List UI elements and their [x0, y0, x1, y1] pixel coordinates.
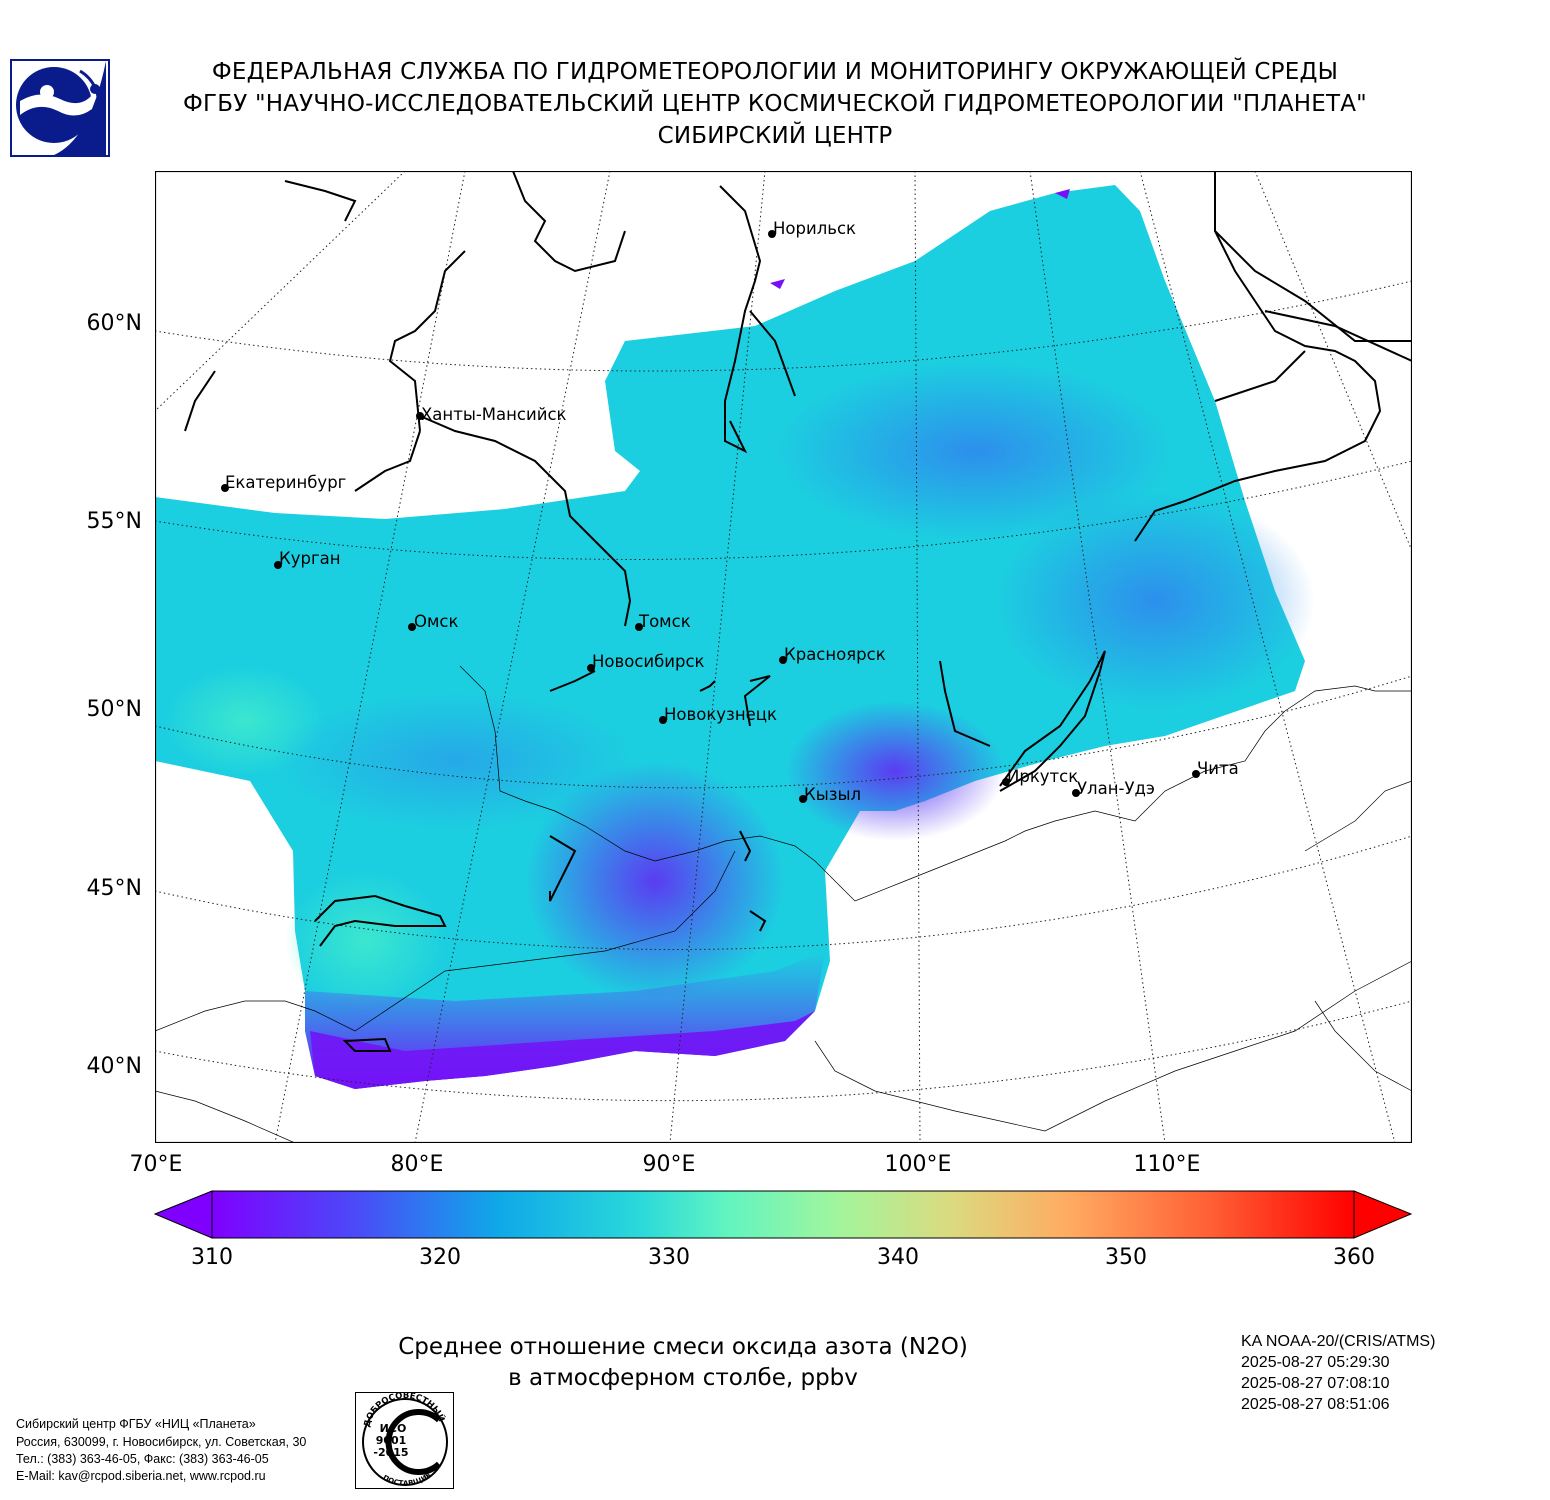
header-agency: ФЕДЕРАЛЬНАЯ СЛУЖБА ПО ГИДРОМЕТЕОРОЛОГИИ …: [211, 59, 1339, 85]
city-dot-novokuznetsk: [659, 716, 667, 724]
footer-phone: Тел.: (383) 363-46-05, Факс: (383) 363-4…: [16, 1452, 269, 1466]
colorbar-tick-350: 350: [1105, 1245, 1147, 1270]
city-label-irkutsk: Иркутск: [1007, 767, 1079, 786]
city-label-yekaterinburg: Екатеринбург: [225, 473, 347, 492]
lat-label-40: 40°N: [86, 1054, 142, 1079]
city-label-krasnoyarsk: Красноярск: [784, 645, 886, 664]
city-label-chita: Чита: [1197, 759, 1239, 778]
colorbar-tick-310: 310: [191, 1245, 233, 1270]
satellite-time-3: 2025-08-27 08:51:06: [1241, 1396, 1390, 1413]
lon-label-70: 70°E: [129, 1152, 183, 1177]
city-label-novosibirsk: Новосибирск: [592, 652, 705, 671]
city-label-ulan-ude: Улан-Удэ: [1077, 779, 1155, 798]
city-dot-tomsk: [635, 623, 643, 631]
city-dot-kyzyl: [799, 795, 807, 803]
product-title-line2: в атмосферном столбе, ppbv: [508, 1365, 858, 1391]
iso-9001-stamp: ДОБРОСОВЕСТНЫЙ ПОСТАВЩИК ИСО 9001 -2015: [355, 1392, 454, 1489]
city-label-norilsk: Норильск: [773, 219, 857, 238]
lat-label-60: 60°N: [86, 311, 142, 336]
satellite-time-1: 2025-08-27 05:29:30: [1241, 1354, 1390, 1371]
lat-label-55: 55°N: [86, 509, 142, 534]
city-label-novokuznetsk: Новокузнецк: [664, 705, 777, 724]
colorbar-tick-320: 320: [419, 1245, 461, 1270]
satellite-time-2: 2025-08-27 07:08:10: [1241, 1375, 1390, 1392]
lat-label-50: 50°N: [86, 697, 142, 722]
lat-label-45: 45°N: [86, 876, 142, 901]
city-dot-yekaterinburg: [221, 484, 229, 492]
satellite-name: KA NOAA-20/(CRIS/ATMS): [1241, 1333, 1436, 1350]
city-dot-norilsk: [768, 230, 776, 238]
city-label-kyzyl: Кызыл: [804, 785, 862, 804]
svg-text:9001: 9001: [376, 1434, 407, 1447]
city-dot-omsk: [408, 623, 416, 631]
city-markers: [221, 230, 1200, 803]
roshydromet-logo: [10, 59, 110, 157]
lon-label-90: 90°E: [642, 1152, 696, 1177]
footer-address: Россия, 630099, г. Новосибирск, ул. Сове…: [16, 1435, 307, 1449]
city-dot-ulan-ude: [1072, 789, 1080, 797]
colorbar-tick-340: 340: [877, 1245, 919, 1270]
svg-text:ИСО: ИСО: [380, 1422, 407, 1435]
city-label-tomsk: Томск: [639, 612, 691, 631]
colorbar-tick-330: 330: [648, 1245, 690, 1270]
city-label-khanty-mansiysk: Ханты-Мансийск: [421, 405, 567, 424]
city-label-kurgan: Курган: [279, 549, 341, 568]
header-center: СИБИРСКИЙ ЦЕНТР: [657, 123, 893, 149]
city-dot-krasnoyarsk: [779, 656, 787, 664]
city-label-omsk: Омск: [414, 612, 459, 631]
product-title-line1: Среднее отношение смеси оксида азота (N2…: [398, 1334, 968, 1360]
n2o-map: [155, 171, 1412, 1143]
colorbar-tick-360: 360: [1333, 1245, 1375, 1270]
footer-email: E-Mail: kav@rcpod.siberia.net, www.rcpod…: [16, 1469, 266, 1483]
header-institute: ФГБУ "НАУЧНО-ИССЛЕДОВАТЕЛЬСКИЙ ЦЕНТР КОС…: [183, 91, 1367, 117]
svg-text:-2015: -2015: [373, 1446, 408, 1459]
lon-label-110: 110°E: [1133, 1152, 1201, 1177]
city-dot-novosibirsk: [587, 664, 595, 672]
city-dot-khanty-mansiysk: [416, 412, 424, 420]
lon-label-100: 100°E: [884, 1152, 952, 1177]
city-dot-irkutsk: [1002, 778, 1010, 786]
city-dot-kurgan: [274, 561, 282, 569]
lon-label-80: 80°E: [390, 1152, 444, 1177]
footer-org: Сибирский центр ФГБУ «НИЦ «Планета»: [16, 1417, 256, 1431]
city-dot-chita: [1192, 770, 1200, 778]
colorbar: [153, 1190, 1413, 1239]
